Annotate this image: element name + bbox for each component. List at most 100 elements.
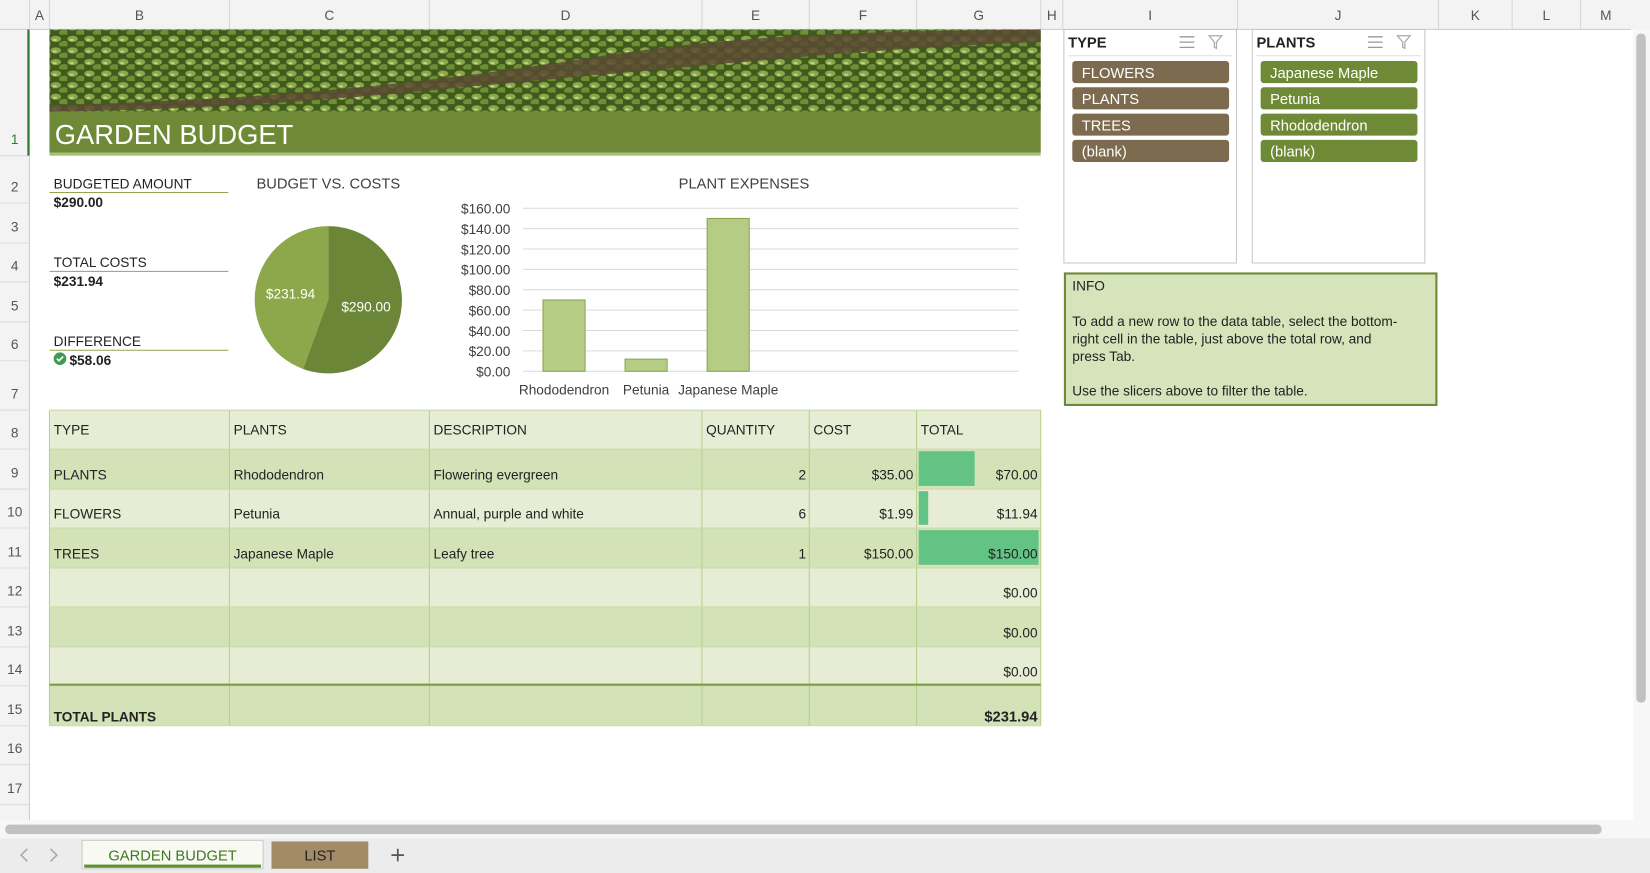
row-header: 6 — [11, 337, 19, 352]
row-header: 11 — [8, 544, 22, 559]
table-cell: Petunia — [234, 507, 281, 522]
tab-next[interactable] — [49, 848, 58, 862]
y-tick-label: $160.00 — [461, 202, 511, 217]
table-header: COST — [813, 422, 852, 437]
slicer-item[interactable] — [1260, 61, 1418, 84]
info-text: right cell in the table, just above the … — [1072, 331, 1371, 346]
column-header: B — [135, 8, 144, 23]
slicer-item-label: Petunia — [1270, 92, 1321, 108]
summary-label: TOTAL COSTS — [54, 255, 147, 270]
bar-chart-title: PLANT EXPENSES — [679, 176, 810, 192]
row-header: 14 — [7, 662, 23, 677]
pie-title: BUDGET VS. COSTS — [256, 176, 400, 192]
summary-value: $290.00 — [54, 195, 104, 210]
column-header: A — [35, 8, 45, 23]
info-text: To add a new row to the data table, sele… — [1072, 314, 1397, 329]
row-header: 16 — [7, 741, 22, 756]
summary-value: $58.06 — [69, 353, 111, 368]
bar — [706, 217, 750, 372]
info-text: press Tab. — [1072, 349, 1135, 364]
slicer-item[interactable] — [1260, 113, 1418, 136]
table-header: TYPE — [54, 422, 90, 437]
table-cell: PLANTS — [54, 468, 107, 483]
slicer-item[interactable] — [1260, 139, 1418, 162]
y-tick-label: $140.00 — [461, 222, 511, 237]
table-header: TOTAL — [921, 422, 964, 437]
add-sheet[interactable] — [391, 848, 405, 862]
row-header: 9 — [11, 466, 19, 481]
slicer-item-label: Rhododendron — [1270, 118, 1367, 134]
slicer-item[interactable] — [1072, 61, 1230, 84]
slicer-item[interactable] — [1072, 139, 1230, 162]
table-cell: 6 — [798, 507, 806, 522]
table-total: $11.94 — [997, 507, 1038, 522]
table-cell: Annual, purple and white — [434, 507, 584, 522]
info-text: Use the slicers above to filter the tabl… — [1072, 383, 1307, 398]
summary-value: $231.94 — [54, 274, 104, 289]
tab-active-underline — [84, 864, 261, 868]
tab-garden-budget[interactable] — [81, 839, 264, 870]
check-mark — [56, 355, 64, 362]
table-total: $0.00 — [1003, 664, 1038, 679]
table-cell: Japanese Maple — [234, 547, 334, 562]
data-bar — [918, 451, 975, 486]
column-header-bar — [0, 0, 1650, 30]
column-header: D — [561, 8, 571, 23]
table-row-bg — [49, 567, 1041, 607]
slicer-item-label: (blank) — [1082, 145, 1127, 161]
summary-label: DIFFERENCE — [54, 334, 141, 349]
x-tick-label: Petunia — [623, 382, 670, 397]
slicer-item-label: PLANTS — [1082, 92, 1139, 108]
h-scroll-thumb[interactable] — [5, 824, 1602, 835]
column-header: L — [1543, 8, 1551, 23]
sheet-title: GARDEN BUDGET — [55, 119, 294, 150]
row-header: 8 — [11, 426, 19, 441]
slicer-item-label: Japanese Maple — [1270, 66, 1378, 82]
y-tick-label: $20.00 — [469, 344, 511, 359]
column-header: G — [973, 8, 984, 23]
banner-branch — [49, 29, 1041, 112]
data-bar — [918, 491, 929, 525]
table-row-bg — [49, 449, 1041, 490]
table-cell: 2 — [798, 468, 806, 483]
table-cell: Leafy tree — [434, 547, 495, 562]
v-scroll-thumb[interactable] — [1636, 33, 1646, 703]
slicer-title: TYPE — [1068, 35, 1107, 51]
y-tick-label: $60.00 — [469, 303, 511, 318]
table-row-bg — [49, 606, 1041, 647]
tab-label[interactable]: LIST — [304, 848, 335, 864]
y-tick-label: $80.00 — [469, 283, 511, 298]
row-header: 1 — [11, 132, 19, 147]
title-bar — [49, 111, 1041, 153]
y-tick-label: $120.00 — [461, 242, 511, 257]
slicer-item[interactable] — [1072, 87, 1230, 110]
tab-list[interactable] — [271, 841, 369, 869]
slicer-item[interactable] — [1260, 87, 1418, 110]
row-header: 2 — [11, 179, 19, 194]
column-header: I — [1148, 8, 1152, 23]
tab-label[interactable]: GARDEN BUDGET — [108, 848, 236, 864]
table-cell: Rhododendron — [234, 468, 324, 483]
selected-row-marker — [27, 29, 30, 156]
x-tick-label: Japanese Maple — [678, 382, 778, 397]
slicer-title: PLANTS — [1256, 35, 1315, 51]
table-header: DESCRIPTION — [434, 422, 527, 437]
table-row-bg — [49, 685, 1041, 726]
slicer-item-label: TREES — [1082, 118, 1131, 134]
x-tick-label: Rhododendron — [519, 382, 609, 397]
table-total: $0.00 — [1003, 625, 1038, 640]
row-header: 7 — [11, 387, 19, 402]
table-cell: $150.00 — [864, 547, 914, 562]
table-row-bg — [49, 646, 1041, 686]
slicer-item[interactable] — [1072, 113, 1230, 136]
table-row-bg — [49, 410, 1041, 450]
clear-filter-icon — [1207, 35, 1224, 50]
table-cell: FLOWERS — [54, 507, 122, 522]
table-row-bg — [49, 528, 1041, 568]
table-cell: Flowering evergreen — [434, 468, 559, 483]
row-header: 17 — [7, 781, 22, 796]
tab-prev[interactable] — [19, 848, 28, 862]
column-header: F — [859, 8, 867, 23]
title-underline — [49, 152, 1041, 156]
